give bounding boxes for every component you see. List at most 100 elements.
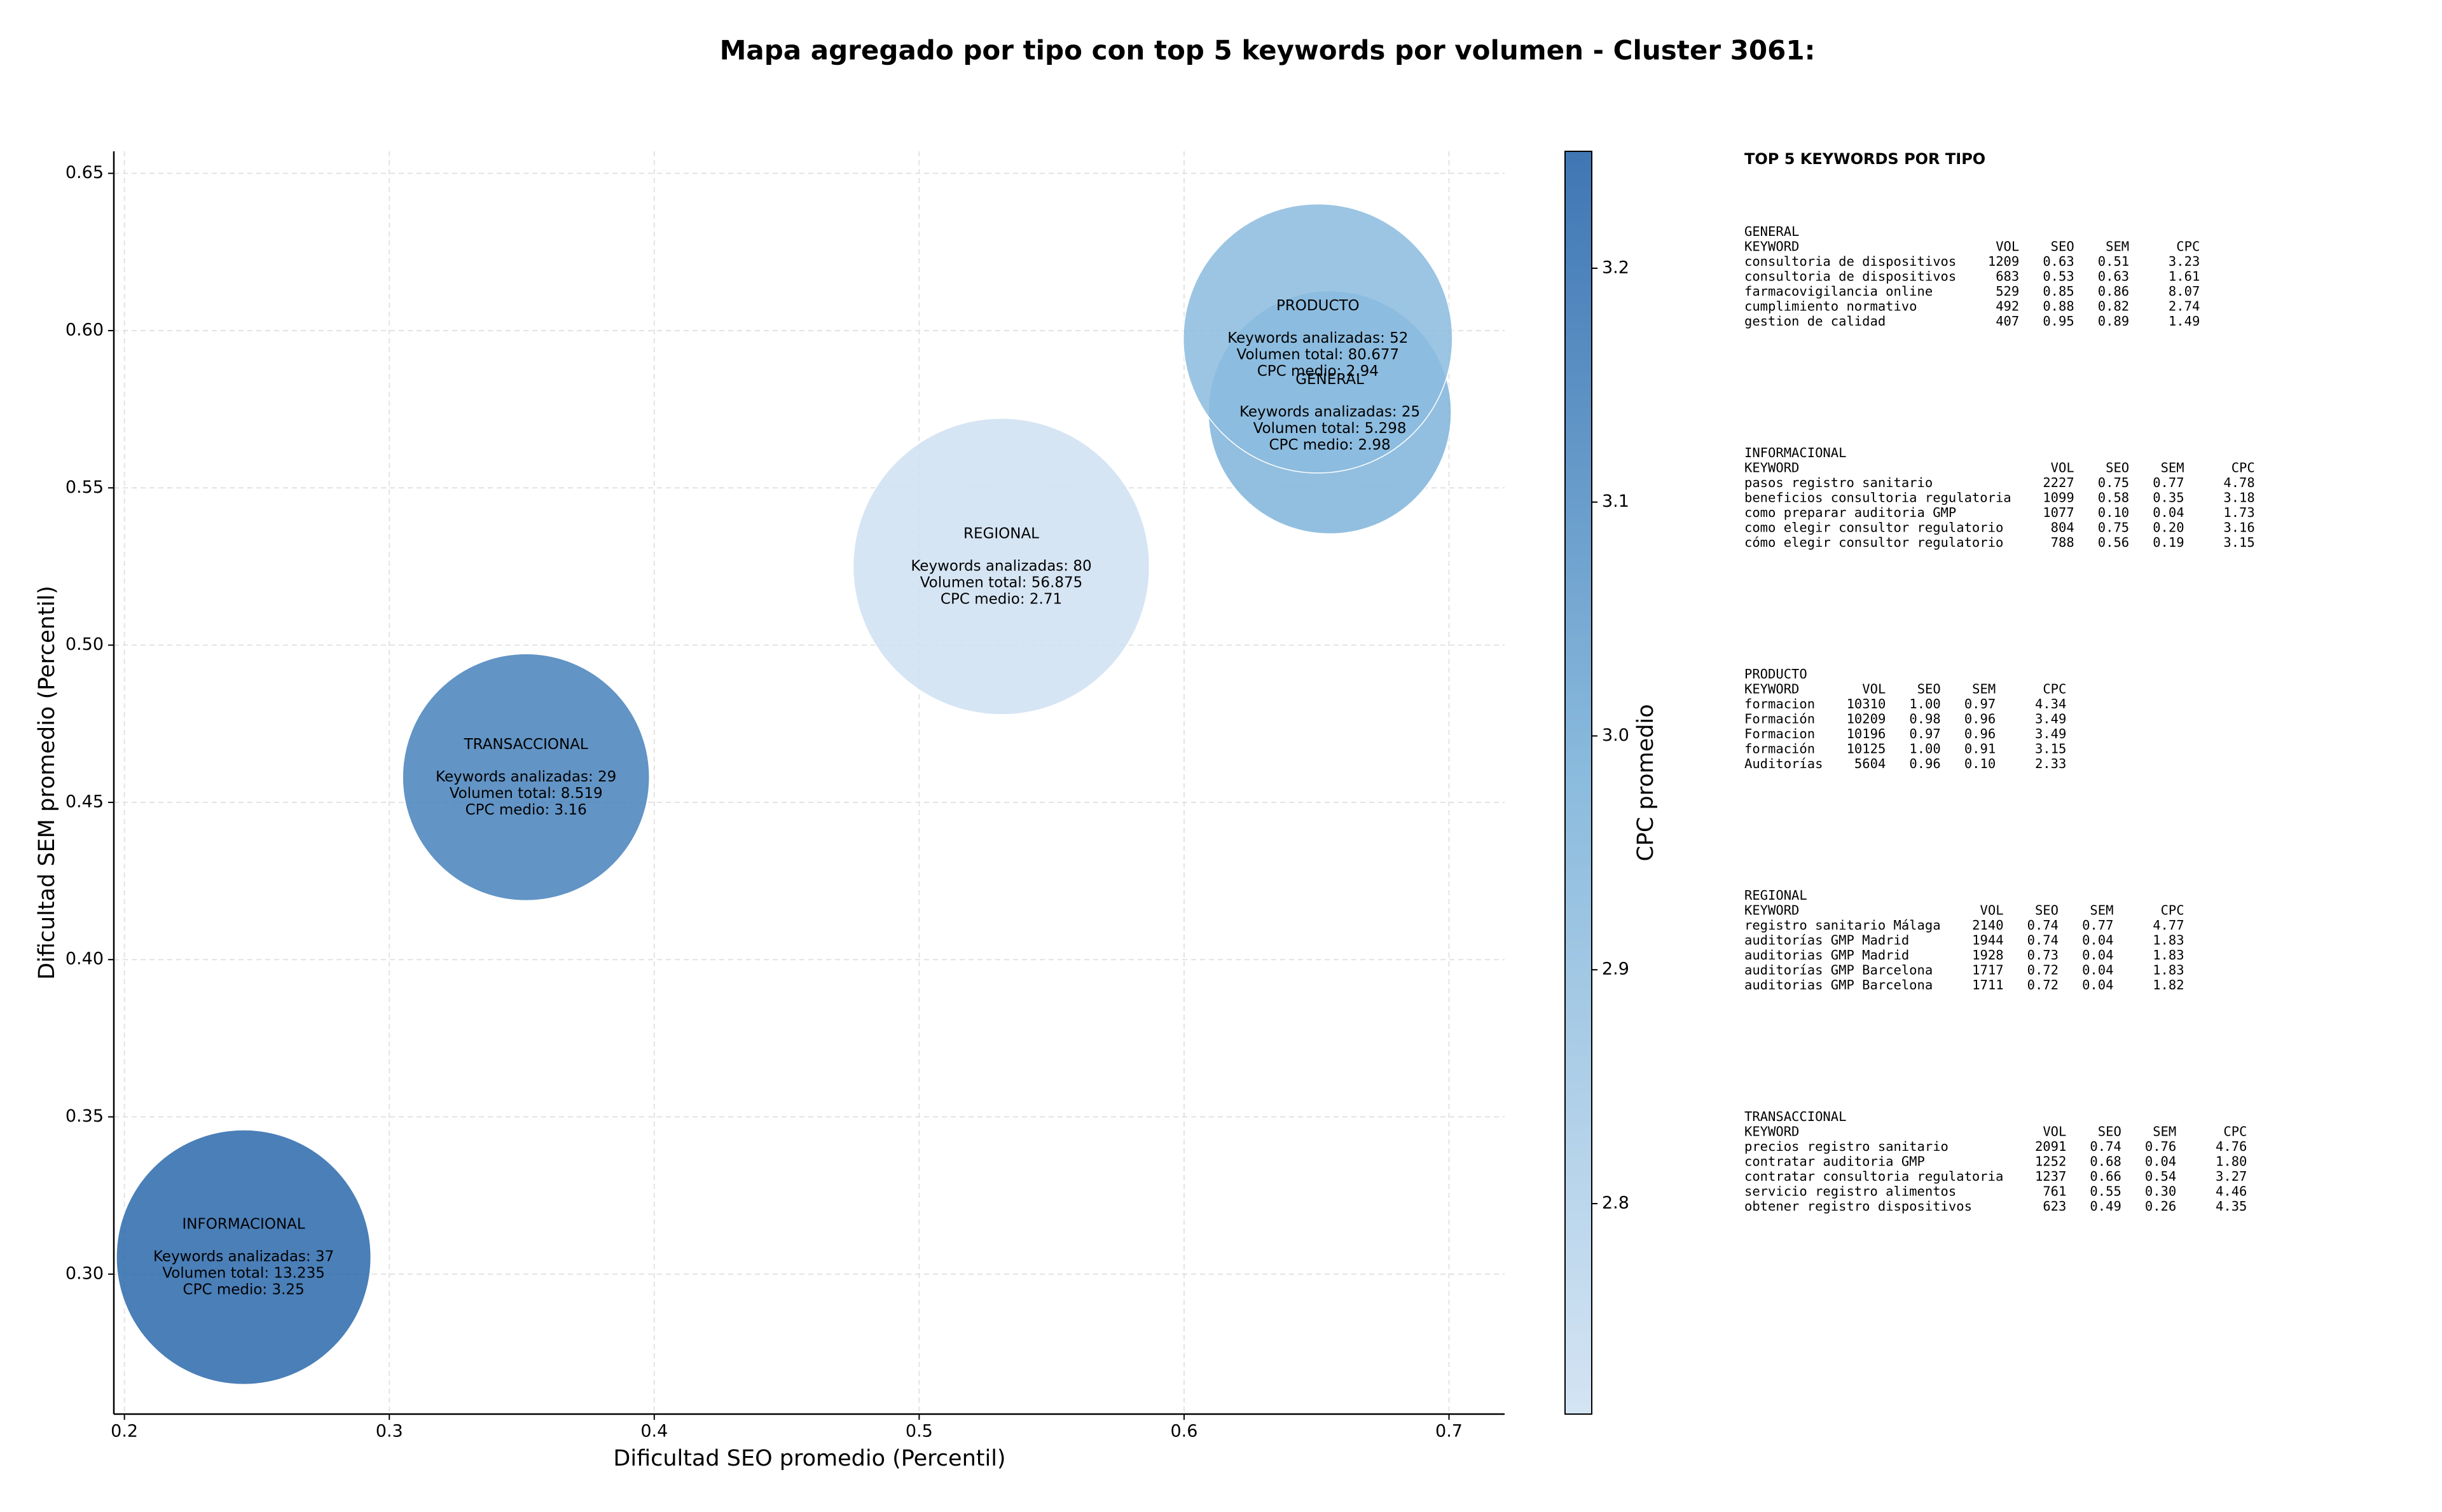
- table-cell: 0.72: [2027, 977, 2059, 993]
- table-cell: 1.83: [2153, 963, 2184, 978]
- table-cell: 0.96: [1909, 756, 1940, 771]
- y-tick-label: 0.45: [66, 792, 104, 811]
- table-header: SEM: [2090, 903, 2113, 918]
- table-header: SEM: [2161, 460, 2184, 476]
- table-cell: beneficios consultoria regulatoria: [1744, 490, 2011, 505]
- x-tick-label: 0.6: [1170, 1422, 1197, 1441]
- table-header: VOL: [1996, 239, 2019, 254]
- table-cell: 4.78: [2223, 475, 2254, 490]
- table-cell: 0.86: [2098, 284, 2129, 299]
- table-cell: cómo elegir consultor regulatorio: [1744, 535, 2003, 550]
- table-header: CPC: [2223, 1124, 2247, 1139]
- table-cell: 0.56: [2098, 535, 2129, 550]
- table-cell: 0.77: [2082, 918, 2113, 933]
- table-header: SEO: [2051, 239, 2074, 254]
- table-cell: 0.35: [2153, 490, 2184, 505]
- bubble-label: CPC medio: 2.98: [1269, 437, 1390, 453]
- bubble-label: Volumen total: 13.235: [162, 1265, 325, 1282]
- table-cell: 0.04: [2082, 933, 2113, 948]
- y-tick-label: 0.50: [66, 635, 104, 654]
- table-cell: 3.16: [2223, 520, 2254, 535]
- table-cell: 0.49: [2090, 1199, 2121, 1214]
- table-group-title: INFORMACIONAL: [1744, 445, 1846, 460]
- table-cell: 0.10: [1964, 756, 1996, 771]
- table-cell: gestion de calidad: [1744, 313, 1886, 329]
- table-cell: 0.96: [1964, 711, 1996, 727]
- table-cell: registro sanitario Málaga: [1744, 918, 1941, 933]
- table-cell: 0.73: [2027, 947, 2059, 963]
- table-cell: formación: [1744, 741, 1815, 757]
- table-cell: contratar consultoria regulatoria: [1744, 1169, 2003, 1184]
- table-cell: 1099: [2043, 490, 2074, 505]
- table-cell: 1.82: [2153, 977, 2184, 993]
- table-cell: 0.95: [2043, 313, 2074, 329]
- table-cell: 3.18: [2223, 490, 2254, 505]
- colorbar-tick-label: 3.1: [1602, 491, 1629, 511]
- table-cell: 0.19: [2153, 535, 2184, 550]
- table-cell: 761: [2043, 1184, 2066, 1199]
- bubble-label: Volumen total: 8.519: [450, 785, 603, 802]
- bubble-label: Keywords analizadas: 25: [1239, 404, 1420, 420]
- table-cell: 0.91: [1964, 741, 1996, 757]
- bubble-label: CPC medio: 2.94: [1257, 363, 1379, 380]
- table-header: KEYWORD: [1744, 1124, 1799, 1139]
- x-tick-label: 0.4: [640, 1422, 668, 1441]
- table-cell: 10310: [1847, 696, 1886, 711]
- table-cell: 1209: [1988, 254, 2019, 269]
- table-cell: 0.04: [2082, 977, 2113, 993]
- table-cell: 2140: [1972, 918, 2003, 933]
- bubble-name: INFORMACIONAL: [183, 1216, 305, 1233]
- table-cell: 529: [1996, 284, 2019, 299]
- table-cell: 1252: [2035, 1154, 2066, 1169]
- table-header: VOL: [1980, 903, 2004, 918]
- colorbar-tick-label: 2.8: [1602, 1193, 1629, 1213]
- table-cell: 0.26: [2145, 1199, 2176, 1214]
- table-cell: 0.76: [2145, 1139, 2176, 1154]
- y-tick-label: 0.55: [66, 478, 104, 497]
- bubble-label: Keywords analizadas: 29: [436, 769, 616, 785]
- table-cell: 0.63: [2043, 254, 2074, 269]
- table-cell: 0.20: [2153, 520, 2184, 535]
- table-cell: 0.88: [2043, 299, 2074, 314]
- table-cell: 2091: [2035, 1139, 2066, 1154]
- table-cell: servicio registro alimentos: [1744, 1184, 1956, 1199]
- table-cell: 4.35: [2216, 1199, 2247, 1214]
- table-cell: 0.66: [2090, 1169, 2121, 1184]
- table-cell: 1077: [2043, 505, 2074, 520]
- table-cell: 0.04: [2153, 505, 2184, 520]
- table-cell: 683: [1996, 269, 2019, 284]
- table-cell: cumplimiento normativo: [1744, 299, 1917, 314]
- x-tick-label: 0.5: [906, 1422, 933, 1441]
- table-header: CPC: [2043, 682, 2066, 697]
- table-cell: 4.76: [2216, 1139, 2247, 1154]
- table-cell: 3.49: [2035, 726, 2066, 741]
- table-header: CPC: [2232, 460, 2255, 476]
- bubble-label: Volumen total: 80.677: [1237, 347, 1400, 363]
- table-header: SEM: [2153, 1124, 2176, 1139]
- bubble: [402, 653, 650, 902]
- table-cell: 1717: [1972, 963, 2003, 978]
- table-cell: 407: [1996, 313, 2019, 329]
- table-header: SEO: [2098, 1124, 2121, 1139]
- table-header: VOL: [2043, 1124, 2066, 1139]
- y-tick-label: 0.60: [66, 320, 104, 340]
- bubble: [1182, 203, 1453, 474]
- table-header: SEM: [2106, 239, 2129, 254]
- table-cell: 0.54: [2145, 1169, 2176, 1184]
- table-group-title: REGIONAL: [1744, 888, 1807, 903]
- table-cell: auditorias GMP Madrid: [1744, 947, 1909, 963]
- colorbar-tick-label: 3.0: [1602, 725, 1629, 745]
- table-cell: 1.61: [2169, 269, 2200, 284]
- table-cell: obtener registro dispositivos: [1744, 1199, 1972, 1214]
- chart-title: Mapa agregado por tipo con top 5 keyword…: [720, 35, 1816, 66]
- table-cell: 10209: [1847, 711, 1886, 727]
- table-cell: contratar auditoria GMP: [1744, 1154, 1925, 1169]
- table-cell: 2.33: [2035, 756, 2066, 771]
- x-axis-label: Dificultad SEO promedio (Percentil): [613, 1446, 1005, 1471]
- table-cell: 5604: [1854, 756, 1886, 771]
- table-cell: 0.75: [2098, 475, 2129, 490]
- x-tick-label: 0.3: [376, 1422, 403, 1441]
- table-cell: 0.63: [2098, 269, 2129, 284]
- x-tick-label: 0.2: [111, 1422, 138, 1441]
